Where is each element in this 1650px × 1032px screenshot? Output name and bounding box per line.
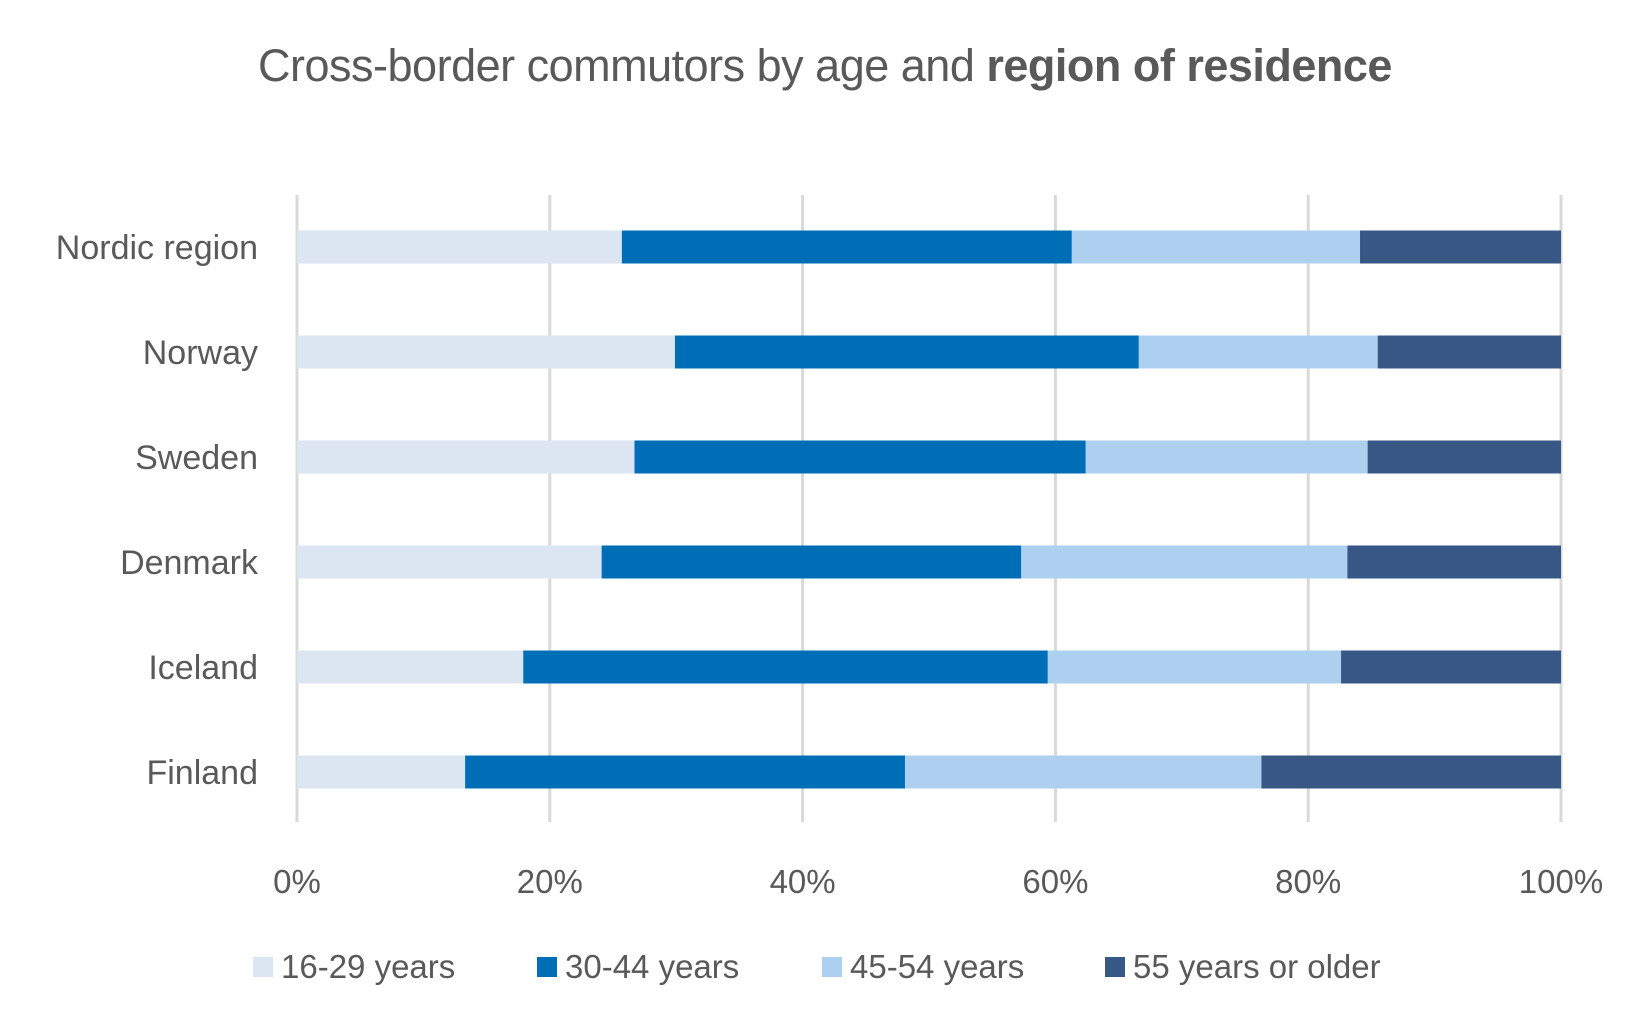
- category-label: Denmark: [120, 544, 259, 582]
- bar-row-denmark: [297, 545, 1561, 579]
- bar-segment-55-years-or-older: [1261, 755, 1561, 789]
- legend-item-45-54-years: 45-54 years: [822, 948, 1024, 985]
- bar-segment-16-29-years: [297, 335, 675, 369]
- category-label: Finland: [146, 754, 258, 792]
- bar-segment-16-29-years: [297, 545, 602, 579]
- legend-swatch: [253, 957, 273, 977]
- bar-segment-45-54-years: [1071, 230, 1361, 264]
- tick-label: 100%: [1519, 863, 1603, 900]
- category-label: Nordic region: [56, 229, 258, 267]
- legend-item-30-44-years: 30-44 years: [537, 948, 739, 985]
- category-label: Sweden: [135, 439, 258, 477]
- gridlines: [295, 195, 1563, 822]
- bar-segment-55-years-or-older: [1377, 335, 1561, 369]
- bar-segment-45-54-years: [1138, 335, 1378, 369]
- legend-swatch: [1105, 957, 1125, 977]
- tick-label: 20%: [517, 863, 583, 900]
- tick-label: 40%: [770, 863, 836, 900]
- bar-segment-55-years-or-older: [1367, 440, 1561, 474]
- legend-swatch: [822, 957, 842, 977]
- legend-item-55-years-or-older: 55 years or older: [1105, 948, 1381, 985]
- legend-label: 55 years or older: [1133, 948, 1381, 985]
- bar-segment-16-29-years: [297, 440, 635, 474]
- bar-segment-55-years-or-older: [1341, 650, 1561, 684]
- bar-segment-30-44-years: [634, 440, 1086, 474]
- chart-title: Cross-border commutors by age and region…: [0, 40, 1650, 92]
- legend-swatch: [537, 957, 557, 977]
- bar-segment-45-54-years: [904, 755, 1262, 789]
- category-label: Iceland: [148, 649, 258, 687]
- bar-row-norway: [297, 335, 1561, 369]
- bar-segment-45-54-years: [1021, 545, 1348, 579]
- bar-segment-30-44-years: [674, 335, 1139, 369]
- value-axis: 0% 20% 40% 60% 80% 100%: [273, 863, 1603, 900]
- legend-item-16-29-years: 16-29 years: [253, 948, 455, 985]
- tick-label: 80%: [1275, 863, 1341, 900]
- bar-segment-55-years-or-older: [1347, 545, 1561, 579]
- tick-label: 60%: [1022, 863, 1088, 900]
- chart-title-regular: Cross-border commutors by age and: [258, 40, 987, 91]
- bar-segment-30-44-years: [601, 545, 1022, 579]
- bar-segment-30-44-years: [465, 755, 905, 789]
- bar-segment-45-54-years: [1047, 650, 1342, 684]
- bar-row-iceland: [297, 650, 1561, 684]
- tick-label: 0%: [273, 863, 321, 900]
- bar-row-nordic-region: [297, 230, 1561, 264]
- legend-label: 45-54 years: [850, 948, 1024, 985]
- bars: [297, 230, 1561, 789]
- bar-segment-16-29-years: [297, 230, 622, 264]
- bar-segment-30-44-years: [621, 230, 1072, 264]
- legend-label: 16-29 years: [281, 948, 455, 985]
- chart-title-bold: region of residence: [986, 40, 1392, 91]
- bar-segment-55-years-or-older: [1360, 230, 1561, 264]
- bar-row-sweden: [297, 440, 1561, 474]
- bar-segment-45-54-years: [1085, 440, 1368, 474]
- bar-row-finland: [297, 755, 1561, 789]
- bar-segment-16-29-years: [297, 650, 524, 684]
- legend-label: 30-44 years: [565, 948, 739, 985]
- legend: 16-29 years 30-44 years 45-54 years 55 year…: [253, 948, 1381, 985]
- category-axis: Nordic region Norway Sweden Denmark Iceland F…: [56, 229, 259, 792]
- bar-segment-16-29-years: [297, 755, 466, 789]
- bar-segment-30-44-years: [523, 650, 1048, 684]
- category-label: Norway: [143, 334, 258, 372]
